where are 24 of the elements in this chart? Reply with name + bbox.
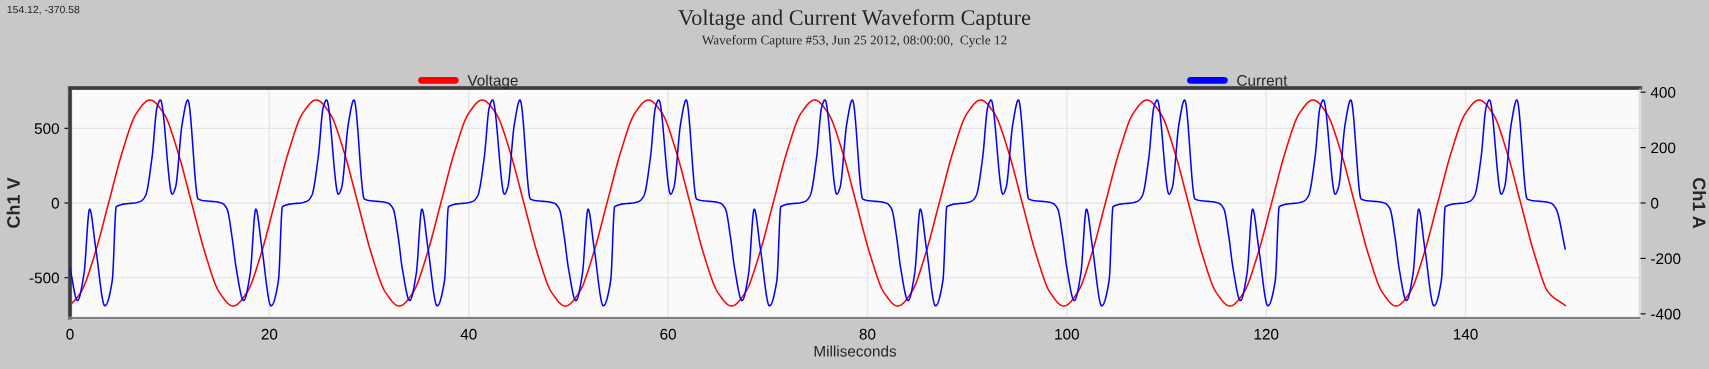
- y2-tick-label: -400: [1651, 308, 1681, 320]
- y-tick-label: -500: [29, 272, 59, 284]
- x-tick-label: 20: [261, 328, 278, 340]
- y2-tick-label: 200: [1651, 142, 1676, 154]
- x-tick-label: 140: [1453, 328, 1478, 340]
- y2-tick-label: -200: [1651, 253, 1681, 265]
- y2-tick-label: 0: [1651, 197, 1659, 209]
- x-tick-label: 60: [660, 328, 676, 340]
- x-tick-label: 80: [859, 328, 876, 340]
- chart-title: Voltage and Current Waveform Capture: [678, 9, 1031, 30]
- x-tick-label: 120: [1254, 328, 1279, 340]
- y2-tick-label: 400: [1650, 87, 1676, 98]
- x-axis-title: Milliseconds: [814, 345, 897, 357]
- y2-axis-title: Ch1 A: [1692, 178, 1706, 229]
- text: 154.12, -370.58: [7, 5, 80, 15]
- y-tick-label: 500: [34, 123, 59, 135]
- x-tick-label: 0: [66, 328, 74, 340]
- x-tick-label: 40: [460, 328, 477, 340]
- chart-subtitle: Waveform Capture #53, Jun 25 2012, 08:00:00, Cycle 12: [701, 35, 1007, 48]
- x-tick-label: 100: [1055, 328, 1079, 340]
- legend-label: Voltage: [467, 74, 518, 89]
- legend-label: Current: [1237, 75, 1288, 86]
- y-tick-label: 0: [51, 197, 59, 209]
- y-axis-title: Ch1 V: [6, 177, 20, 228]
